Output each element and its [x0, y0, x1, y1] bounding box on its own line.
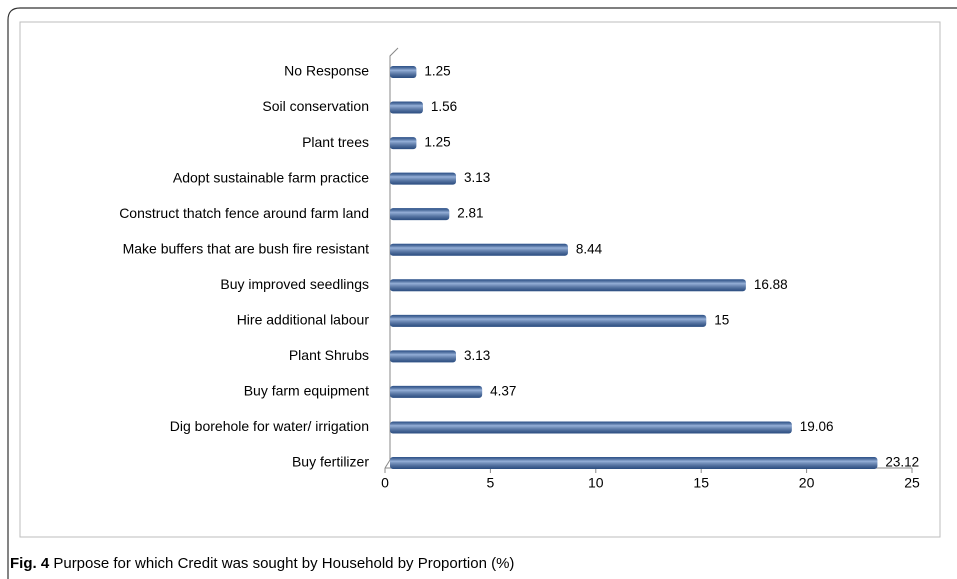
- value-label: 3.13: [464, 170, 490, 185]
- y-tick-label: Construct thatch fence around farm land: [119, 205, 369, 221]
- bar-shine: [390, 314, 707, 327]
- y-tick-label: Buy fertilizer: [292, 454, 369, 470]
- bar-shine: [390, 66, 417, 78]
- value-label: 16.88: [754, 277, 788, 292]
- y-tick-label: Plant trees: [302, 134, 369, 150]
- value-label: 1.25: [424, 64, 450, 79]
- bar-shine: [390, 385, 483, 398]
- bar-shine: [390, 101, 423, 114]
- y-tick-label: Buy farm equipment: [244, 383, 369, 399]
- x-tick-label: 20: [799, 475, 815, 491]
- value-label: 3.13: [464, 348, 490, 363]
- bar-shine: [390, 350, 456, 363]
- y-tick-label: Make buffers that are bush fire resistan…: [123, 240, 370, 256]
- y-axis: [384, 47, 399, 469]
- x-tick-label: 25: [904, 475, 920, 491]
- value-label: 2.81: [457, 206, 483, 221]
- y-tick-label: No Response: [284, 63, 369, 79]
- y-tick-label: Plant Shrubs: [289, 347, 369, 363]
- caption: Fig. 4 Purpose for which Credit was soug…: [10, 555, 514, 572]
- bar-shine: [390, 208, 450, 221]
- x-tick-label: 5: [487, 475, 495, 491]
- bar-shine: [390, 137, 417, 150]
- bar-shine: [390, 243, 568, 256]
- value-label: 19.06: [800, 419, 834, 434]
- value-label: 1.56: [431, 99, 457, 114]
- y-tick-label: Dig borehole for water/ irrigation: [170, 418, 369, 434]
- bar-shine: [390, 457, 878, 469]
- x-tick-label: 0: [381, 475, 389, 491]
- chart-frame: [19, 21, 941, 538]
- y-tick-label: Soil conservation: [262, 98, 369, 114]
- value-label: 15: [714, 312, 729, 327]
- y-tick-label: Hire additional labour: [237, 312, 370, 328]
- bar-shine: [390, 421, 792, 434]
- value-label: 23.12: [885, 455, 919, 470]
- value-label: 1.25: [424, 135, 450, 150]
- caption-text: Purpose for which Credit was sought by H…: [53, 555, 514, 572]
- value-label: 8.44: [576, 241, 603, 256]
- x-tick-label: 10: [588, 475, 604, 491]
- figure-frame: [7, 7, 957, 579]
- caption-label: Fig. 4: [10, 555, 50, 572]
- y-tick-label: Buy improved seedlings: [220, 276, 369, 292]
- bar-shine: [390, 172, 456, 185]
- bar-shine: [390, 279, 746, 292]
- x-tick-label: 15: [693, 475, 709, 491]
- y-tick-label: Adopt sustainable farm practice: [173, 169, 369, 185]
- value-label: 4.37: [490, 383, 516, 398]
